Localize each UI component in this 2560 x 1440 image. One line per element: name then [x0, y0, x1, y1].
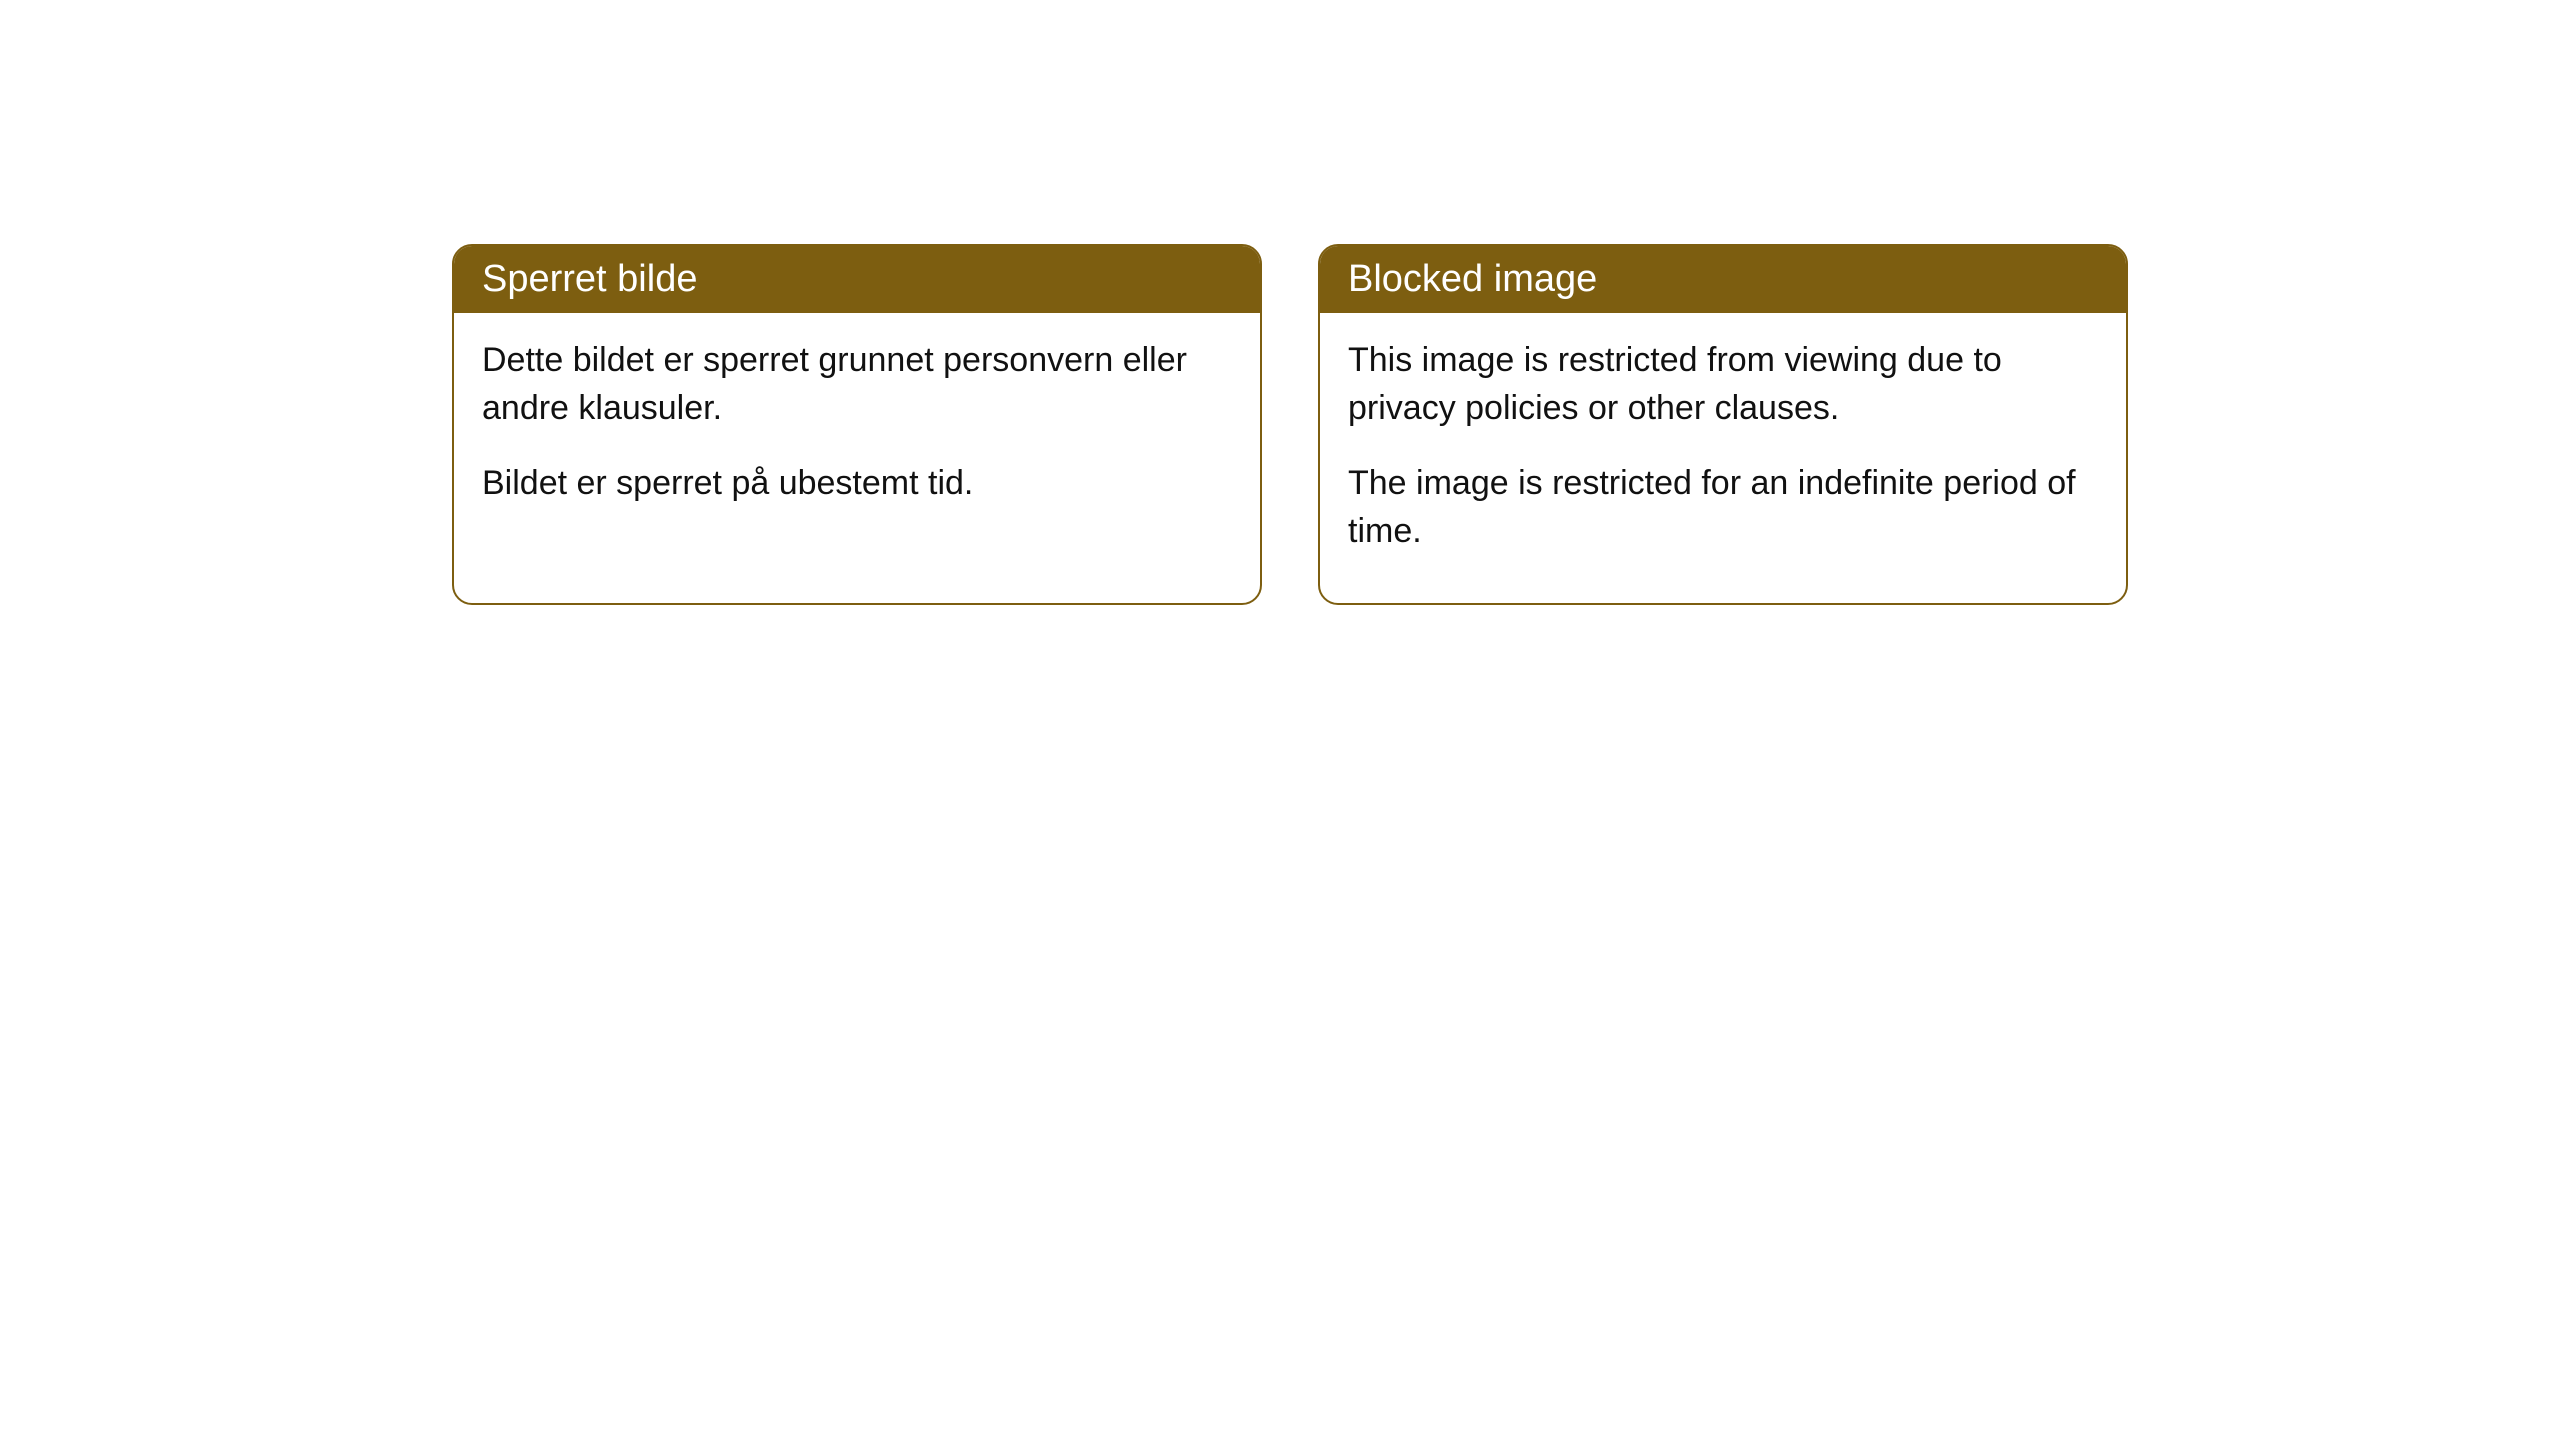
- card-body-en: This image is restricted from viewing du…: [1320, 313, 2126, 603]
- card-paragraph-1-en: This image is restricted from viewing du…: [1348, 337, 2098, 432]
- cards-container: Sperret bilde Dette bildet er sperret gr…: [0, 0, 2560, 605]
- blocked-image-card-no: Sperret bilde Dette bildet er sperret gr…: [452, 244, 1262, 605]
- card-paragraph-2-no: Bildet er sperret på ubestemt tid.: [482, 460, 1232, 508]
- card-body-no: Dette bildet er sperret grunnet personve…: [454, 313, 1260, 556]
- card-paragraph-1-no: Dette bildet er sperret grunnet personve…: [482, 337, 1232, 432]
- card-paragraph-2-en: The image is restricted for an indefinit…: [1348, 460, 2098, 555]
- card-header-no: Sperret bilde: [454, 246, 1260, 313]
- card-header-en: Blocked image: [1320, 246, 2126, 313]
- blocked-image-card-en: Blocked image This image is restricted f…: [1318, 244, 2128, 605]
